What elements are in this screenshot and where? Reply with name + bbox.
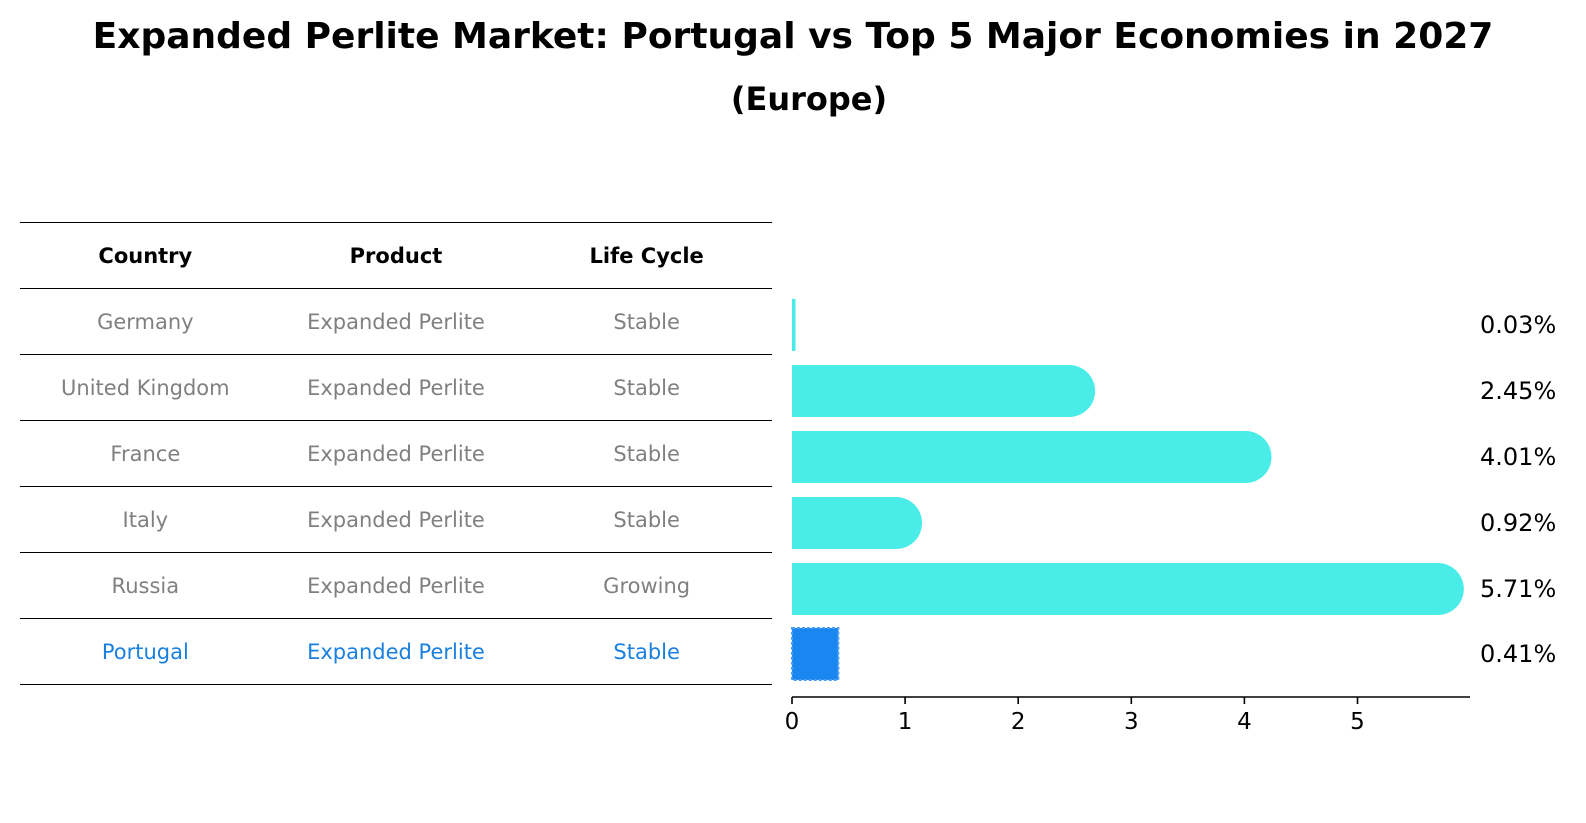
- cell-country: Russia: [20, 552, 271, 619]
- cell-country: Portugal: [20, 618, 271, 685]
- value-label-france: 4.01%: [1480, 443, 1556, 471]
- x-tick-label: 2: [1011, 709, 1026, 735]
- cell-product: Expanded Perlite: [270, 354, 522, 421]
- cell-product: Expanded Perlite: [270, 420, 522, 487]
- table-header-row: Country Product Life Cycle: [20, 222, 772, 289]
- cell-life-cycle: Stable: [521, 486, 772, 553]
- cell-life-cycle: Stable: [521, 420, 772, 487]
- bar-united-kingdom: [792, 365, 1096, 417]
- bar-france: [792, 431, 1272, 483]
- cell-country: France: [20, 420, 271, 487]
- header-product: Product: [270, 222, 522, 289]
- cell-country: Germany: [20, 288, 271, 355]
- bar-italy: [792, 497, 923, 549]
- value-label-germany: 0.03%: [1480, 311, 1556, 339]
- chart-subtitle: (Europe): [730, 80, 888, 118]
- table-row: United Kingdom Expanded Perlite Stable: [20, 354, 772, 421]
- table-row: Italy Expanded Perlite Stable: [20, 486, 772, 553]
- bar-portugal: [791, 627, 840, 681]
- cell-life-cycle: Stable: [521, 288, 772, 355]
- bar-germany: [792, 299, 796, 351]
- cell-life-cycle: Stable: [521, 354, 772, 421]
- chart-title: Expanded Perlite Market: Portugal vs Top…: [92, 16, 1494, 57]
- cell-product: Expanded Perlite: [270, 288, 522, 355]
- header-life-cycle: Life Cycle: [521, 222, 772, 289]
- value-label-russia: 5.71%: [1480, 575, 1556, 603]
- x-tick-label: 0: [785, 709, 800, 735]
- value-label-portugal: 0.41%: [1480, 640, 1556, 668]
- cell-country: Italy: [20, 486, 271, 553]
- table-row: Russia Expanded Perlite Growing: [20, 552, 772, 619]
- table-row: Germany Expanded Perlite Stable: [20, 288, 772, 355]
- x-tick-label: 1: [898, 709, 913, 735]
- bars-layer: [791, 299, 1464, 681]
- x-tick-label: 4: [1237, 709, 1252, 735]
- table-row: France Expanded Perlite Stable: [20, 420, 772, 487]
- x-tick-label: 5: [1350, 709, 1365, 735]
- value-label-italy: 0.92%: [1480, 509, 1556, 537]
- cell-country: United Kingdom: [20, 354, 271, 421]
- cell-product: Expanded Perlite: [270, 618, 522, 685]
- x-tick-label: 3: [1124, 709, 1139, 735]
- value-label-united-kingdom: 2.45%: [1480, 377, 1556, 405]
- cell-life-cycle: Growing: [521, 552, 772, 619]
- bar-russia: [792, 563, 1464, 615]
- table-row-highlight: Portugal Expanded Perlite Stable: [20, 618, 772, 685]
- cell-life-cycle: Stable: [521, 618, 772, 685]
- value-labels-layer: 0.03% 2.45% 4.01% 0.92% 5.71% 0.41%: [1480, 311, 1556, 668]
- cell-product: Expanded Perlite: [270, 552, 522, 619]
- header-country: Country: [20, 222, 271, 289]
- country-table: Country Product Life Cycle Germany Expan…: [20, 222, 772, 685]
- x-axis: 0 1 2 3 4 5: [785, 696, 1470, 735]
- cell-product: Expanded Perlite: [270, 486, 522, 553]
